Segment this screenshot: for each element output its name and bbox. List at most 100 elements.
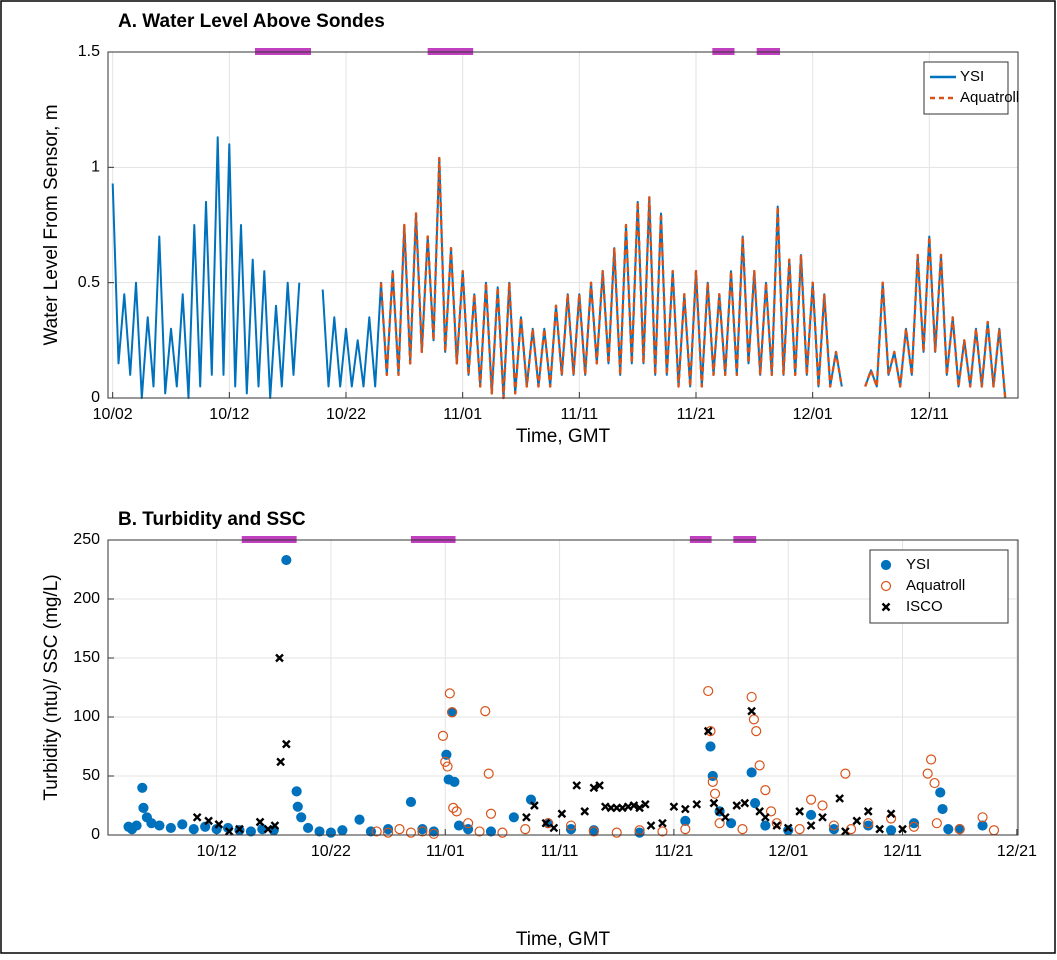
x-tick-label: 11/21: [677, 406, 716, 423]
point: [747, 706, 756, 716]
point: [703, 685, 714, 697]
y-axis-label: Water Level From Sensor, m: [41, 104, 62, 345]
point: [530, 801, 539, 810]
point: [291, 786, 302, 797]
x-axis-label: Time, GMT: [516, 929, 611, 950]
legend-swatch: [881, 602, 891, 612]
legend-swatch: [880, 580, 892, 592]
point: [520, 823, 531, 835]
point: [977, 820, 988, 831]
x-tick-label: 11/01: [443, 406, 482, 423]
chart-title: B. Turbidity and SSC: [118, 509, 306, 530]
point: [806, 821, 816, 830]
y-tick-label: 1.5: [78, 43, 100, 60]
point: [296, 812, 307, 823]
point: [485, 826, 497, 837]
point: [188, 823, 199, 835]
legend-swatch: [880, 559, 892, 571]
point: [751, 726, 762, 737]
point: [382, 823, 394, 835]
point: [595, 781, 604, 790]
point: [428, 828, 439, 839]
point: [522, 812, 531, 822]
axes-frame: [107, 51, 1019, 399]
point: [705, 741, 716, 752]
legend-label: Aquatroll: [906, 577, 965, 594]
x-tick-label: 10/22: [326, 406, 366, 423]
point: [255, 817, 265, 827]
y-tick-label: 0: [91, 826, 100, 843]
point: [640, 799, 650, 809]
point: [276, 757, 285, 767]
point: [931, 818, 942, 829]
point: [204, 816, 213, 826]
point: [302, 822, 314, 834]
legend-label: Aquatroll: [960, 89, 1019, 106]
axes-frame: [107, 539, 1019, 836]
point: [483, 768, 494, 779]
point: [177, 819, 188, 830]
x-tick-label: 11/11: [560, 406, 598, 423]
point: [453, 820, 465, 831]
point: [725, 818, 737, 829]
point: [908, 818, 920, 829]
point: [680, 815, 691, 826]
point: [444, 688, 455, 699]
point: [474, 826, 485, 837]
point: [281, 739, 291, 749]
point: [371, 826, 382, 837]
point: [137, 782, 148, 793]
point: [929, 777, 940, 789]
point: [805, 794, 817, 805]
point: [442, 761, 453, 772]
point: [841, 827, 850, 836]
point: [720, 812, 730, 822]
point: [211, 823, 222, 835]
x-tick-label: 12/01: [768, 843, 808, 860]
point: [245, 826, 257, 837]
point: [270, 821, 280, 830]
point: [154, 820, 165, 831]
point: [908, 821, 920, 832]
point: [875, 824, 885, 834]
chart-title: A. Water Level Above Sondes: [118, 11, 385, 32]
point: [926, 754, 937, 765]
point: [224, 827, 234, 836]
point: [737, 823, 748, 835]
point: [765, 806, 777, 817]
point: [760, 820, 771, 831]
point: [337, 825, 348, 836]
point: [447, 707, 458, 718]
point: [746, 691, 757, 703]
y-tick-label: 150: [73, 649, 100, 666]
point: [898, 824, 907, 834]
point: [192, 812, 202, 822]
point: [977, 812, 988, 823]
point: [451, 806, 462, 817]
point: [709, 798, 719, 808]
point: [669, 802, 679, 812]
x-tick-label: 11/21: [654, 843, 693, 860]
x-tick-label: 12/01: [793, 406, 833, 423]
point: [863, 818, 874, 829]
point: [863, 807, 873, 816]
point: [795, 807, 804, 816]
point: [292, 801, 303, 812]
point: [840, 768, 851, 779]
point: [937, 803, 948, 815]
x-tick-label: 10/22: [311, 843, 351, 860]
point: [541, 818, 551, 828]
point: [771, 818, 782, 829]
point: [572, 781, 582, 790]
point: [680, 804, 690, 814]
point: [165, 822, 176, 834]
point: [754, 760, 765, 771]
point: [692, 799, 702, 809]
point: [740, 798, 750, 808]
point: [405, 796, 417, 808]
point: [709, 788, 721, 799]
y-tick-label: 0.5: [78, 274, 100, 291]
point: [589, 783, 599, 793]
point: [549, 823, 559, 833]
